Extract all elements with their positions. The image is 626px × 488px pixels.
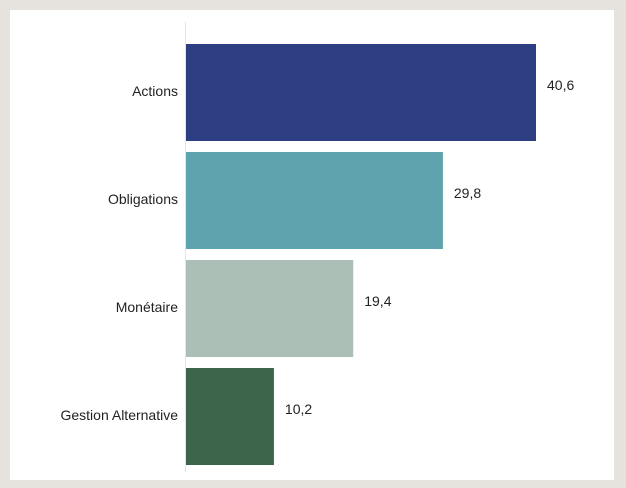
value-label: 10,2 — [285, 401, 312, 417]
bar — [186, 152, 443, 249]
bar — [186, 44, 536, 141]
category-label: Monétaire — [116, 299, 178, 315]
value-label: 40,6 — [547, 77, 574, 93]
bar — [186, 260, 354, 357]
bar — [186, 368, 274, 465]
category-label: Gestion Alternative — [60, 407, 178, 423]
bars-group: Actions 40,6 Obligations 29,8 Monétaire 19,4 G… — [60, 44, 574, 465]
chart-panel: Actions 40,6 Obligations 29,8 Monétaire 19,4 G… — [10, 10, 614, 480]
value-label: 19,4 — [364, 293, 391, 309]
bar-chart: Actions 40,6 Obligations 29,8 Monétaire 19,4 G… — [60, 22, 574, 472]
category-label: Obligations — [108, 191, 178, 207]
value-label: 29,8 — [454, 185, 481, 201]
category-label: Actions — [132, 83, 178, 99]
